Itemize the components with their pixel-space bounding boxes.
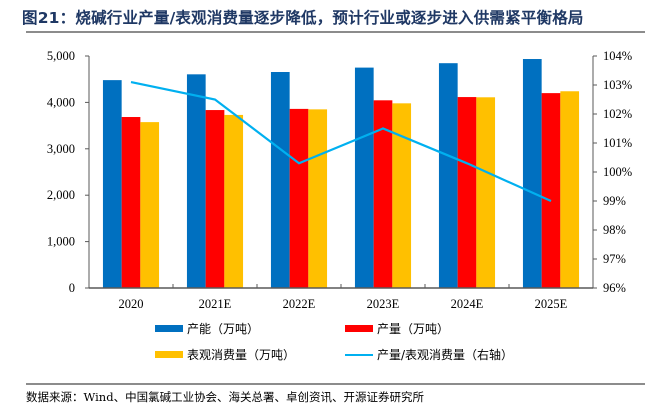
title-rule (26, 31, 645, 33)
x-tick-label: 2024E (451, 297, 484, 311)
y-tick-label-right: 100% (603, 165, 632, 179)
legend-label-capacity: 产能（万吨） (187, 322, 260, 336)
x-tick-label: 2021E (199, 297, 232, 311)
legend-swatch-capacity (155, 325, 183, 332)
y-tick-label-right: 102% (603, 107, 632, 121)
bar-consumption (392, 103, 412, 288)
x-tick-label: 2025E (535, 297, 568, 311)
legend-item-ratio: 产量/表观消费量（右轴） (345, 346, 513, 363)
bar-production (541, 93, 561, 289)
ratio-line-layer (130, 81, 552, 203)
y-tick-label-right: 103% (603, 78, 632, 92)
legend-swatch-consumption (155, 351, 183, 358)
legend-label-ratio: 产量/表观消费量（右轴） (377, 348, 514, 362)
bar-capacity (438, 63, 458, 288)
y-tick-label-left: 4,000 (47, 95, 75, 109)
bar-capacity (522, 59, 542, 289)
y-tick-label-right: 99% (603, 194, 626, 208)
bar-production (373, 100, 393, 288)
y-tick-label-right: 97% (603, 252, 626, 266)
legend-label-consumption: 表观消费量（万吨） (187, 348, 296, 362)
bar-consumption (224, 114, 244, 288)
source-note: 数据来源：Wind、中国氯碱工业协会、海关总署、卓创资讯、开源证券研究所 (26, 390, 425, 404)
bars-layer (102, 59, 580, 289)
legend-item-consumption: 表观消费量（万吨） (155, 346, 295, 363)
x-tick-label: 2022E (283, 297, 316, 311)
legend-label-production: 产量（万吨） (377, 322, 450, 336)
legend-swatch-ratio (345, 353, 373, 356)
ratio-line (130, 81, 552, 203)
source-rule (26, 383, 645, 385)
y-tick-label-right: 104% (603, 49, 632, 63)
bar-production (205, 110, 225, 288)
legend-item-production: 产量（万吨） (345, 320, 449, 337)
bar-production (289, 108, 309, 288)
bar-consumption (140, 122, 160, 289)
y-tick-label-right: 96% (603, 281, 626, 295)
bar-consumption (476, 97, 496, 289)
x-tick-label: 2020 (119, 297, 144, 311)
y-tick-label-right: 98% (603, 223, 626, 237)
bar-consumption (560, 91, 580, 288)
bar-production (457, 97, 477, 289)
y-tick-label-right: 101% (603, 136, 632, 150)
y-tick-label-left: 2,000 (47, 188, 75, 202)
y-tick-label-left: 5,000 (47, 49, 75, 63)
figure-title: 图21：烧碱行业产量/表观消费量逐步降低，预计行业或逐步进入供需紧平衡格局 (22, 9, 584, 27)
legend-item-capacity: 产能（万吨） (155, 320, 259, 337)
bar-capacity (270, 72, 290, 289)
legend-swatch-production (345, 325, 373, 332)
bar-capacity (102, 80, 122, 289)
bar-capacity (354, 67, 374, 288)
axes-layer: 0 1,000 2,000 3,000 4,000 5,000 96% 97% 98% 99% 10… (47, 49, 632, 311)
y-tick-label-left: 1,000 (47, 235, 75, 249)
y-tick-label-left: 3,000 (47, 142, 75, 156)
bar-capacity (186, 74, 206, 288)
x-tick-label: 2023E (367, 297, 400, 311)
bar-production (121, 117, 141, 289)
bar-consumption (308, 109, 328, 288)
y-tick-label-left: 0 (69, 281, 75, 295)
